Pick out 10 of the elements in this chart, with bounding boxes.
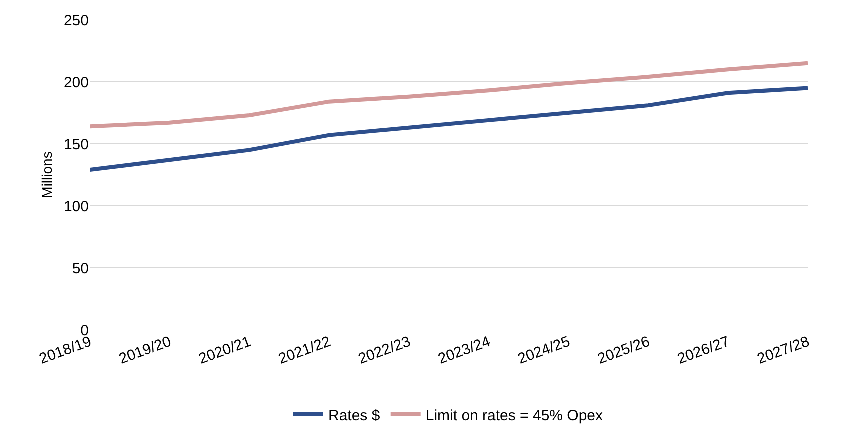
y-tick-label: 150 [64,136,89,154]
y-tick-label: 50 [72,260,89,278]
line-series [90,61,808,129]
legend-label: Limit on rates = 45% Opex [426,407,604,424]
y-axis-title: Millions [39,152,55,198]
line-series [90,86,808,172]
y-tick-label: 100 [64,198,89,216]
y-tick-label: 200 [64,74,89,92]
legend-label: Rates $ [328,407,381,424]
y-tick-label: 250 [64,12,89,30]
